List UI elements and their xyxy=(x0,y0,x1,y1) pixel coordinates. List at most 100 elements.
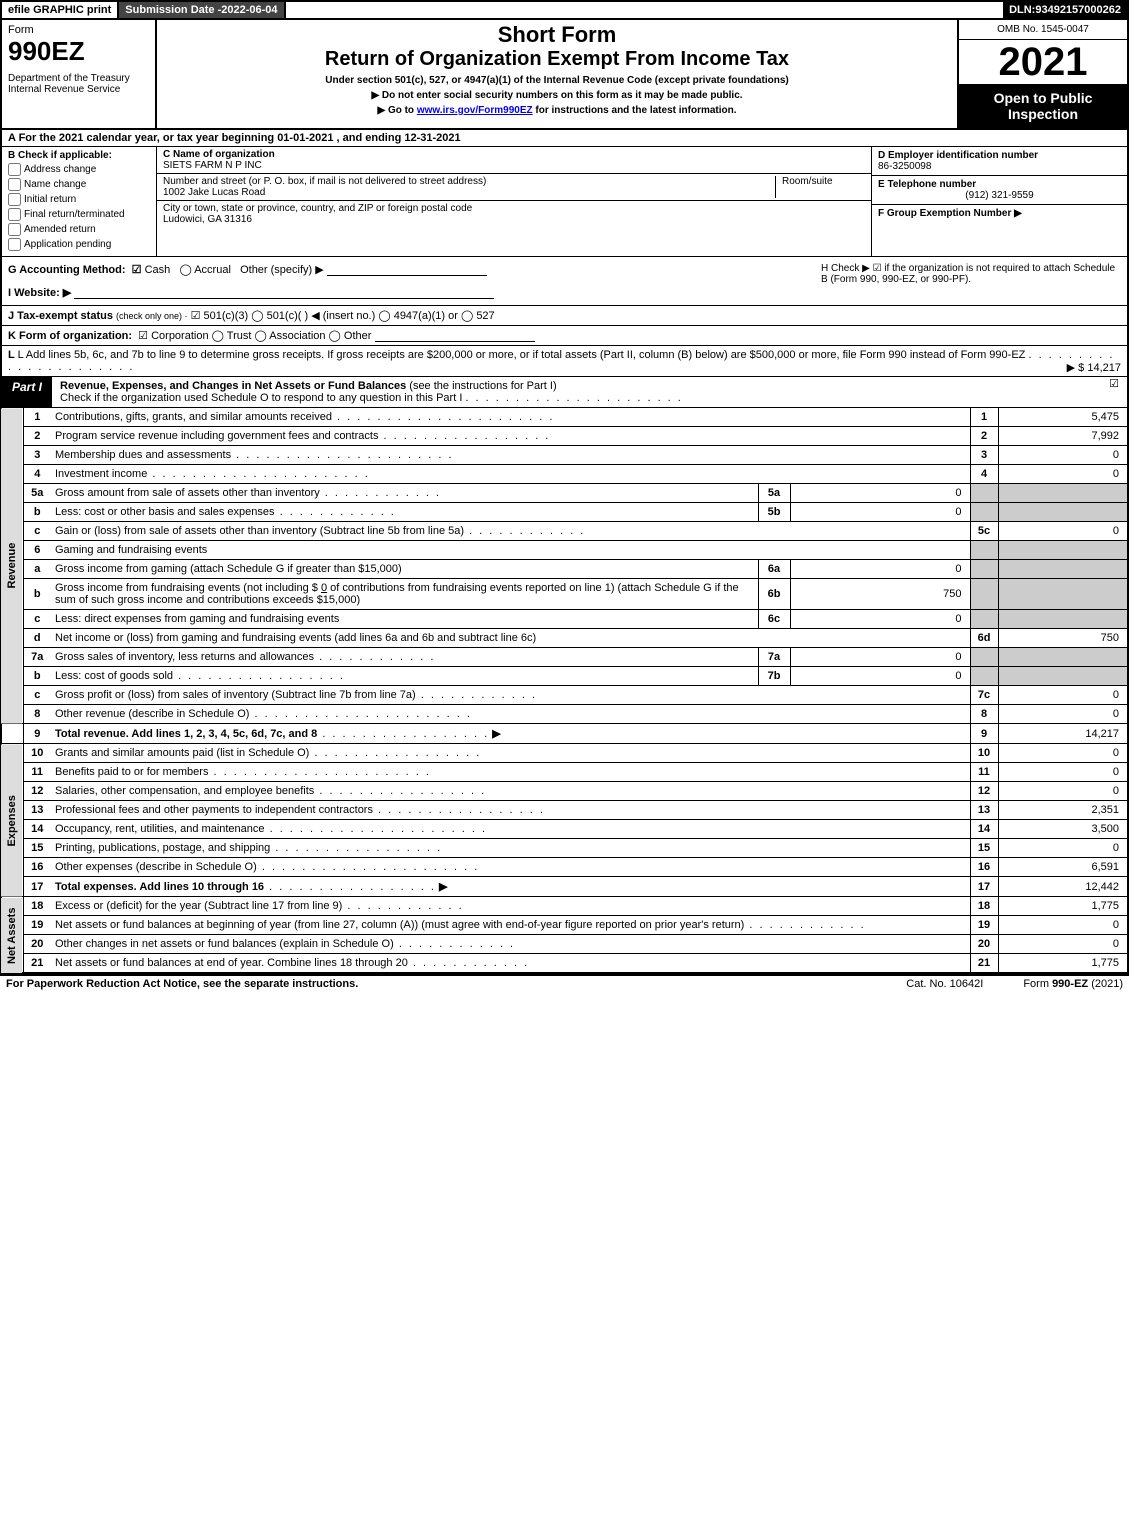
l7a-subamt: 0 xyxy=(790,648,970,667)
l17-amt: 12,442 xyxy=(998,877,1128,897)
l2-no: 2 xyxy=(23,427,51,446)
chk-cash-icon: ☑ xyxy=(132,264,142,276)
l21-desc: Net assets or fund balances at end of ye… xyxy=(55,957,529,969)
netassets-label: Net Assets xyxy=(1,897,23,973)
sub-date-label: Submission Date - xyxy=(125,4,221,16)
dln-value: 93492157000262 xyxy=(1035,4,1121,16)
g-other[interactable]: Other (specify) ▶ xyxy=(240,264,324,276)
l10-rno: 10 xyxy=(970,744,998,763)
l16-amt: 6,591 xyxy=(998,858,1128,877)
l6-desc: Gaming and fundraising events xyxy=(51,541,970,560)
l4-desc: Investment income xyxy=(55,468,370,480)
i-website-fill[interactable] xyxy=(74,287,494,299)
b-header: B Check if applicable: xyxy=(8,150,150,161)
h-text: H Check ▶ ☑ if the organization is not r… xyxy=(821,263,1115,285)
l5a-sub: 5a xyxy=(758,484,790,503)
g-cash[interactable]: Cash xyxy=(145,264,171,276)
k-other-fill[interactable] xyxy=(375,330,535,342)
header-left: Form 990EZ Department of the Treasury In… xyxy=(2,20,157,128)
chk-final-return[interactable]: Final return/terminated xyxy=(8,208,150,221)
c-city: City or town, state or province, country… xyxy=(157,201,871,227)
dln-label: DLN: xyxy=(1009,4,1035,16)
l6b-subamt: 750 xyxy=(790,579,970,610)
chk-amended-return[interactable]: Amended return xyxy=(8,223,150,236)
l6d-desc: Net income or (loss) from gaming and fun… xyxy=(51,629,970,648)
efile-label[interactable]: efile GRAPHIC print xyxy=(2,2,119,18)
l5b-desc: Less: cost or other basis and sales expe… xyxy=(55,506,396,518)
l6b-sub: 6b xyxy=(758,579,790,610)
header-center: Short Form Return of Organization Exempt… xyxy=(157,20,957,128)
row-a: A For the 2021 calendar year, or tax yea… xyxy=(0,130,1129,147)
l20-rno: 20 xyxy=(970,935,998,954)
l2-rno: 2 xyxy=(970,427,998,446)
top-bar: efile GRAPHIC print Submission Date - 20… xyxy=(0,0,1129,20)
l4-rno: 4 xyxy=(970,465,998,484)
page-footer: For Paperwork Reduction Act Notice, see … xyxy=(0,974,1129,992)
section-def: D Employer identification number 86-3250… xyxy=(871,147,1127,256)
l5b-sub: 5b xyxy=(758,503,790,522)
l8-no: 8 xyxy=(23,705,51,724)
j-opts[interactable]: ☑ 501(c)(3) ◯ 501(c)( ) ◀ (insert no.) ◯… xyxy=(191,310,495,322)
g-accrual[interactable]: Accrual xyxy=(194,264,231,276)
l13-desc: Professional fees and other payments to … xyxy=(55,804,545,816)
footer-right: Form 990-EZ (2021) xyxy=(1023,978,1123,990)
l17-no: 17 xyxy=(23,877,51,897)
chk-address-change[interactable]: Address change xyxy=(8,163,150,176)
expenses-table: Expenses 10 Grants and similar amounts p… xyxy=(0,744,1129,897)
chk-name-change[interactable]: Name change xyxy=(8,178,150,191)
chk-initial-return[interactable]: Initial return xyxy=(8,193,150,206)
l6c-desc: Less: direct expenses from gaming and fu… xyxy=(51,610,758,629)
l3-desc: Membership dues and assessments xyxy=(55,449,454,461)
l9-amt: 14,217 xyxy=(998,724,1128,744)
e-label: E Telephone number xyxy=(878,179,1121,190)
part1-tab: Part I xyxy=(2,377,52,407)
l5c-no: c xyxy=(23,522,51,541)
f-group: F Group Exemption Number ▶ xyxy=(872,205,1127,222)
section-bcdef: B Check if applicable: Address change Na… xyxy=(0,147,1129,257)
j-sub: (check only one) · xyxy=(116,311,188,321)
h-schedule-b: H Check ▶ ☑ if the organization is not r… xyxy=(821,263,1121,299)
k-opts[interactable]: ☑ Corporation ◯ Trust ◯ Association ◯ Ot… xyxy=(138,330,371,342)
section-gh: G Accounting Method: ☑ Cash ◯ Accrual Ot… xyxy=(0,257,1129,306)
l11-amt: 0 xyxy=(998,763,1128,782)
l8-desc: Other revenue (describe in Schedule O) xyxy=(55,708,472,720)
part1-checkbox[interactable]: ☑ xyxy=(1109,377,1127,407)
l5b-subamt: 0 xyxy=(790,503,970,522)
l3-rno: 3 xyxy=(970,446,998,465)
l7a-sub: 7a xyxy=(758,648,790,667)
row-j: J Tax-exempt status (check only one) · ☑… xyxy=(0,306,1129,326)
note-goto-post: for instructions and the latest informat… xyxy=(535,105,736,116)
revenue-label: Revenue xyxy=(1,408,23,724)
c-name: C Name of organization SIETS FARM N P IN… xyxy=(157,147,871,174)
l5a-no: 5a xyxy=(23,484,51,503)
l13-rno: 13 xyxy=(970,801,998,820)
l6a-no: a xyxy=(23,560,51,579)
l12-amt: 0 xyxy=(998,782,1128,801)
part1-dots xyxy=(465,392,682,404)
c-name-label: C Name of organization xyxy=(163,149,275,160)
e-phone: E Telephone number (912) 321-9559 xyxy=(872,176,1127,205)
g-label: G Accounting Method: xyxy=(8,264,126,276)
expenses-label: Expenses xyxy=(1,744,23,897)
f-label: F Group Exemption Number ▶ xyxy=(878,208,1022,219)
g-other-fill[interactable] xyxy=(327,264,487,276)
l7c-no: c xyxy=(23,686,51,705)
l8-amt: 0 xyxy=(998,705,1128,724)
irs-link[interactable]: www.irs.gov/Form990EZ xyxy=(417,105,533,116)
chk-application-pending[interactable]: Application pending xyxy=(8,238,150,251)
l5a-shade xyxy=(970,484,998,503)
j-label: J Tax-exempt status xyxy=(8,310,113,322)
l1-no: 1 xyxy=(23,408,51,427)
header-right: OMB No. 1545-0047 2021 Open to Public In… xyxy=(957,20,1127,128)
row-l: L L Add lines 5b, 6c, and 7b to line 9 t… xyxy=(0,346,1129,377)
l20-desc: Other changes in net assets or fund bala… xyxy=(55,938,515,950)
l16-desc: Other expenses (describe in Schedule O) xyxy=(55,861,479,873)
b-check-applicable: B Check if applicable: Address change Na… xyxy=(2,147,157,256)
l9-rno: 9 xyxy=(970,724,998,744)
l17-rno: 17 xyxy=(970,877,998,897)
l6d-rno: 6d xyxy=(970,629,998,648)
l10-desc: Grants and similar amounts paid (list in… xyxy=(55,747,481,759)
l15-no: 15 xyxy=(23,839,51,858)
l5c-desc: Gain or (loss) from sale of assets other… xyxy=(55,525,585,537)
form-header: Form 990EZ Department of the Treasury In… xyxy=(0,20,1129,130)
